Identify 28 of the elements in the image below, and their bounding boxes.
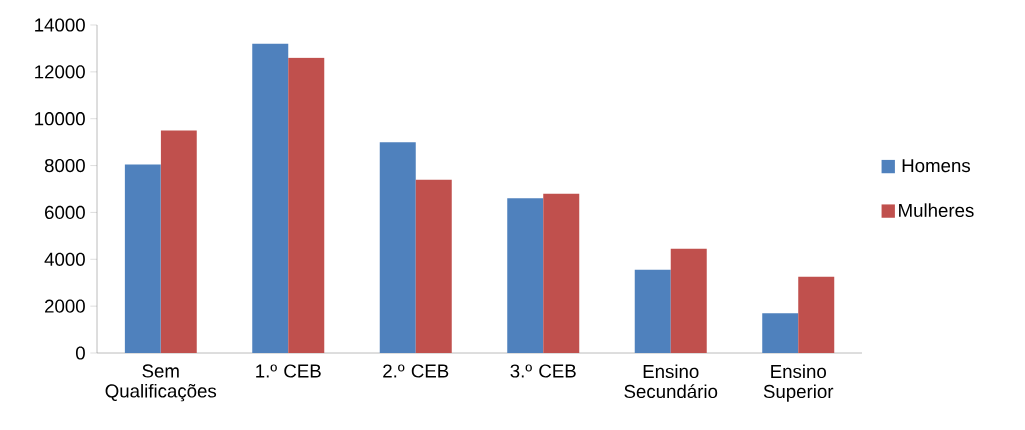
bar	[543, 193, 580, 353]
y-tick-label: 8000	[44, 158, 85, 173]
bar	[288, 57, 325, 353]
bar	[415, 179, 452, 353]
bar	[798, 276, 835, 353]
y-tick-label: 0	[75, 346, 85, 360]
x-tick-label: Sem Qualificações	[105, 364, 217, 402]
legend-label: Mulheres	[899, 203, 974, 218]
y-tick-label: 2000	[45, 299, 85, 313]
bar	[124, 164, 161, 353]
legend-label: Homens	[902, 159, 971, 173]
bar	[670, 248, 707, 353]
y-tick-label: 6000	[45, 205, 85, 220]
bar	[379, 142, 416, 353]
x-tick-label: 2.º CEB	[383, 364, 449, 378]
bar	[252, 43, 289, 353]
y-tick-label: 14000	[35, 18, 85, 32]
y-tick-label: 12000	[35, 65, 85, 79]
x-tick-label: 1.º CEB	[256, 364, 321, 378]
y-tick-label: 4000	[44, 252, 85, 266]
x-tick-label: Ensino Superior	[763, 364, 834, 402]
x-tick-label: Ensino Secundário	[624, 364, 718, 399]
bar	[634, 269, 671, 353]
bar	[160, 130, 197, 353]
bar	[762, 313, 799, 353]
x-tick-label: 3.º CEB	[510, 364, 576, 378]
bar	[507, 198, 544, 353]
y-tick-label: 10000	[35, 112, 85, 126]
